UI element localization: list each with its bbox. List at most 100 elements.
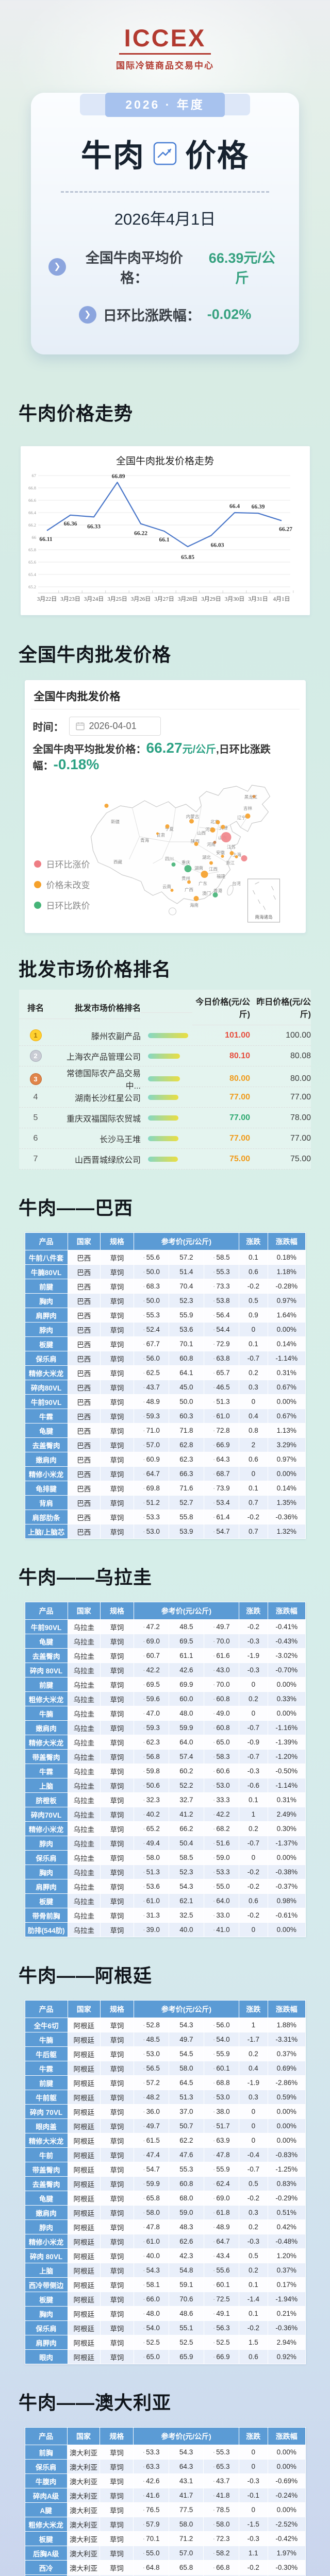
table-cell: 66.2 [169,1821,204,1836]
date-picker-value: 2026-04-01 [89,721,137,731]
table-cell: · 70.0 [203,1677,239,1692]
table-cell: · 56.4 [203,1308,239,1323]
price-dot-marker: · [143,1427,145,1434]
table-header-cell: 涨跌 [238,2000,269,2018]
price-dot-marker: · [143,1883,145,1890]
date-picker-input[interactable]: 2026-04-01 [69,717,161,736]
table-cell: 64.0 [169,1735,204,1750]
table-cell: · 78.5 [203,2502,239,2517]
province-label: 北京 [210,819,219,824]
table-cell: 精修小米龙 [24,1821,68,1836]
bar-cell [141,1076,192,1081]
price-table-巴西: 产品 国家 规格 参考价(元/公斤) 涨跌 涨跌幅 牛前八件套 巴西 草饲 · 55.6 57.2 · 5… [24,1232,306,1539]
country-sections: 牛肉——巴西 产品 国家 规格 参考价(元/公斤) 涨跌 涨跌幅 牛前八件套 巴西 草饲 · 55.6… [0,1193,330,2576]
table-cell: 草饲 [100,2502,134,2517]
table-cell: 0.97% [268,1452,306,1467]
market-dot [187,880,191,884]
table-cell: 草饲 [100,1524,135,1539]
table-cell: 51.4 [169,1264,204,1279]
svg-text:65.2: 65.2 [28,584,36,589]
table-row: 胸肉 巴西 草饲 · 50.0 52.3 · 53.8 0.5 0.97% [24,1293,306,1308]
province-label: 西藏 [113,859,122,865]
table-cell: · 57.9 [133,2517,169,2532]
price-dot-marker: · [212,2194,216,2202]
table-cell: · 63.8 [203,1351,239,1366]
table-cell: -0.1 [238,2488,268,2503]
province-label: 辽宁 [237,815,245,820]
table-row: 肩部肋条 巴西 草饲 · 53.3 55.8 · 61.4 -0.2 -0.36% [24,1510,306,1524]
price-dot-marker: · [143,2036,145,2043]
table-header-cell: 产品 [24,1232,68,1250]
table-cell: -0.2 [238,1279,269,1294]
table-header-cell: 国家 [67,1602,101,1620]
table-cell: 精修小米龙 [24,2234,68,2249]
svg-text:3月28日: 3月28日 [177,596,197,602]
price-dot-marker: · [143,2064,145,2072]
table-cell: 50.4 [169,1836,204,1851]
svg-text:66.33: 66.33 [87,523,101,530]
table-cell: 巴西 [67,1380,101,1395]
table-cell: 0.5 [238,2176,269,2191]
price-dot-marker: · [143,2295,145,2303]
table-cell: · 49.1 [203,2306,239,2321]
table-cell: · 41.8 [203,2488,239,2503]
price-dot-marker: · [143,2324,145,2332]
wholesale-avg-label: 全国牛肉平均批发价格： [32,744,146,755]
price-dot-marker: · [143,1911,145,1919]
table-cell: · 53.8 [203,1293,239,1308]
table-cell: · 46.5 [203,1380,239,1395]
table-cell: · 58.0 [203,2517,239,2532]
daily-change-value: -0.02% [207,307,252,322]
price-dot-marker: · [143,1782,145,1789]
svg-text:66.03: 66.03 [210,542,224,548]
table-cell: -1.14% [268,1351,306,1366]
province-label: 上海 [232,852,241,857]
table-cell: · 59.0 [203,1850,239,1865]
table-cell: 草饲 [100,1351,135,1366]
avg-price-value: 66.39元/公斤 [208,250,275,286]
china-map: 南海诸岛新疆青海西藏甘肃宁夏内蒙古黑龙江吉林辽宁北京天津河北山西山东陕西河南江苏… [90,785,280,923]
yesterday-price: 75.00 [290,1154,311,1163]
table-cell: 1.88% [268,2018,306,2032]
table-cell: 牛霖 [24,1409,68,1423]
price-dot-marker: · [212,1297,216,1304]
ranking-row: 7 山西晋城绿欣公司 75.00 75.00 [19,1149,311,1170]
table-cell: 前腱 [24,1279,68,1294]
price-dot-marker: · [143,2137,145,2144]
table-cell: -0.3 [238,2234,269,2249]
table-cell: 草饲 [100,2147,135,2162]
table-row: 粗修大米龙 乌拉圭 草饲 · 59.6 60.0 · 60.8 0.2 0.33% [24,1691,306,1706]
table-cell: 草饲 [100,1365,135,1380]
market-name: 常德国际农产品交易中... [66,1070,141,1091]
province-label: 安徽 [216,850,225,855]
table-cell: · 51.3 [203,1394,239,1409]
price-dot-marker: · [212,2492,216,2499]
table-cell: · 51.2 [133,1495,170,1510]
table-cell: 57.0 [168,2546,204,2561]
table-cell: · 60.8 [203,1720,239,1735]
table-cell: 西冷 [24,2560,68,2575]
table-row: 碎肉70VL 乌拉圭 草饲 · 40.2 41.2 · 42.2 1 2.49% [24,1807,306,1822]
table-cell: 1.97% [267,2546,306,2561]
table-cell: 保乐肩 [24,2320,68,2335]
table-header-cell: 产品 [24,1602,68,1620]
table-cell: · 43.0 [203,1663,239,1677]
table-cell: 48.0 [169,1706,204,1721]
table-cell: · 65.0 [133,2349,170,2364]
price-dot-marker: · [143,1441,145,1449]
price-dot-marker: · [143,1340,145,1348]
price-dot-marker: · [142,2535,145,2543]
table-row: 肩胛肉 巴西 草饲 · 55.3 55.9 · 56.4 0.9 1.64% [24,1308,306,1323]
table-cell: · 68.8 [203,2075,239,2090]
table-cell: 0.1 [238,1250,269,1265]
table-cell: 板腱 [24,1336,68,1351]
table-cell: -0.43% [268,1634,306,1649]
table-cell: 乌拉圭 [67,1706,101,1721]
table-cell: 3.29% [268,1437,306,1452]
table-cell: · 49.7 [133,2119,170,2133]
market-name: 重庆双福国际农贸城 [66,1114,141,1124]
table-cell: 草饲 [100,1336,135,1351]
table-cell: 粗修大米龙 [24,2517,68,2532]
table-cell: 板腱 [24,2531,68,2546]
table-cell: · 53.0 [133,2046,170,2061]
